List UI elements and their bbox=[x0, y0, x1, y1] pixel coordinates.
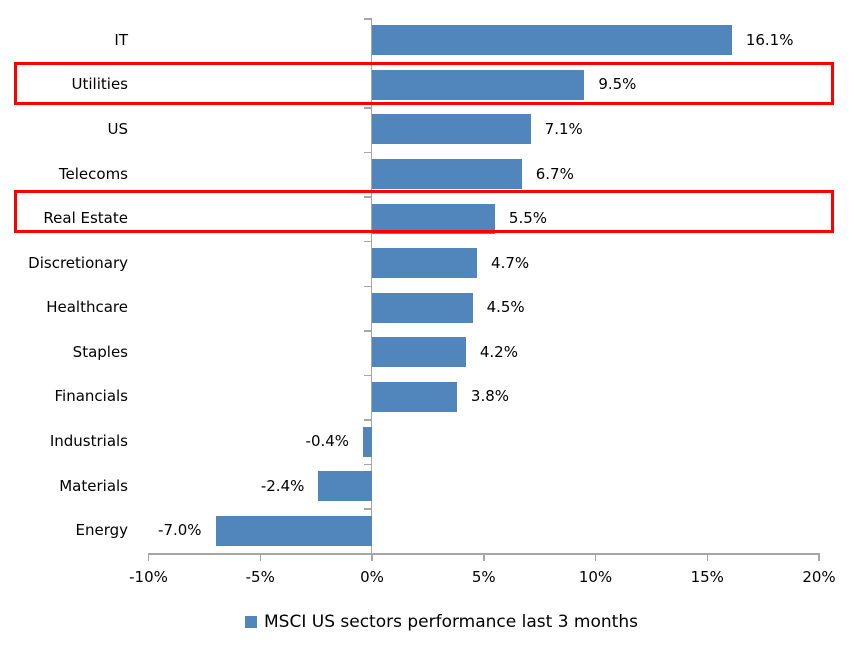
bar-utilities bbox=[372, 69, 585, 100]
highlight-box-real-estate bbox=[14, 190, 834, 233]
category-label-healthcare: Healthcare bbox=[46, 298, 128, 317]
x-axis-tick bbox=[818, 553, 820, 561]
category-label-materials: Materials bbox=[59, 476, 128, 495]
bar-discretionary bbox=[372, 248, 478, 279]
category-tick bbox=[363, 151, 371, 154]
x-axis-tick bbox=[259, 553, 261, 561]
value-label-financials: 3.8% bbox=[470, 387, 510, 406]
x-tick-label: -10% bbox=[129, 568, 168, 586]
category-label-us: US bbox=[107, 119, 128, 138]
category-label-energy: Energy bbox=[75, 521, 128, 540]
legend-label: MSCI US sectors performance last 3 month… bbox=[264, 612, 638, 632]
chart-legend: MSCI US sectors performance last 3 month… bbox=[245, 611, 638, 633]
category-label-real-estate: Real Estate bbox=[43, 209, 128, 228]
category-label-utilities: Utilities bbox=[71, 75, 128, 94]
value-label-real-estate: 5.5% bbox=[508, 209, 548, 228]
x-tick-label: 20% bbox=[802, 568, 836, 586]
category-label-industrials: Industrials bbox=[49, 432, 128, 451]
y-axis-line bbox=[370, 18, 372, 553]
x-axis-tick bbox=[483, 553, 485, 561]
x-tick-label: 5% bbox=[471, 568, 496, 586]
x-axis-tick bbox=[706, 553, 708, 561]
category-tick bbox=[363, 374, 371, 377]
x-axis-tick bbox=[147, 553, 150, 561]
value-label-industrials: -0.4% bbox=[305, 432, 350, 451]
category-label-financials: Financials bbox=[54, 387, 129, 406]
x-tick-label: 0% bbox=[360, 568, 384, 586]
highlight-box-utilities bbox=[14, 62, 834, 105]
value-label-materials: -2.4% bbox=[260, 476, 305, 495]
category-label-telecoms: Telecoms bbox=[58, 164, 128, 183]
category-tick bbox=[363, 18, 371, 20]
category-tick bbox=[363, 285, 371, 287]
legend-marker-icon bbox=[245, 616, 257, 628]
x-axis-tick bbox=[371, 553, 373, 561]
bar-healthcare bbox=[372, 292, 473, 323]
category-tick bbox=[363, 463, 371, 466]
bar-financials bbox=[372, 381, 457, 412]
category-tick bbox=[363, 419, 371, 421]
bar-energy bbox=[215, 515, 372, 546]
value-label-us: 7.1% bbox=[544, 119, 583, 138]
bar-it bbox=[372, 25, 732, 56]
value-label-it: 16.1% bbox=[745, 30, 794, 49]
category-label-it: IT bbox=[114, 30, 128, 49]
x-tick-label: 15% bbox=[690, 568, 724, 586]
category-tick bbox=[363, 196, 371, 198]
value-label-utilities: 9.5% bbox=[598, 75, 637, 94]
category-tick bbox=[363, 107, 371, 109]
bar-telecoms bbox=[372, 159, 522, 190]
value-label-discretionary: 4.7% bbox=[491, 253, 530, 272]
bar-materials bbox=[318, 471, 372, 502]
category-tick bbox=[363, 508, 371, 510]
x-tick-label: 10% bbox=[578, 568, 613, 586]
x-tick-label: -5% bbox=[245, 568, 275, 586]
bar-industrials bbox=[363, 426, 372, 457]
bar-staples bbox=[372, 337, 466, 368]
value-label-energy: -7.0% bbox=[158, 521, 202, 540]
category-tick bbox=[363, 240, 371, 243]
x-axis-tick bbox=[594, 553, 597, 561]
value-label-staples: 4.2% bbox=[479, 342, 518, 361]
bar-real-estate bbox=[372, 203, 495, 234]
value-label-healthcare: 4.5% bbox=[486, 298, 525, 317]
category-tick bbox=[363, 330, 371, 332]
category-label-staples: Staples bbox=[72, 342, 128, 361]
category-label-discretionary: Discretionary bbox=[28, 253, 128, 272]
value-label-telecoms: 6.7% bbox=[535, 164, 574, 183]
bar-us bbox=[372, 114, 531, 145]
